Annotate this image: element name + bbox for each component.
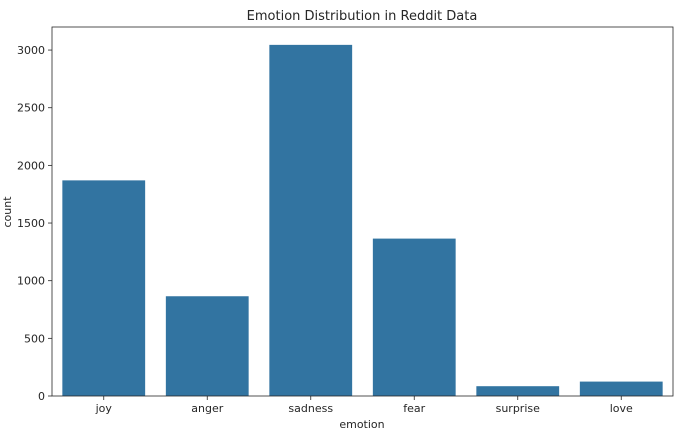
x-tick-label: love bbox=[610, 402, 633, 415]
y-axis-label: count bbox=[1, 196, 14, 228]
bar-love bbox=[579, 381, 663, 396]
bars-layer bbox=[62, 44, 663, 397]
y-tick-label: 3000 bbox=[17, 44, 45, 57]
y-tick-label: 2000 bbox=[17, 159, 45, 172]
x-axis-label: emotion bbox=[339, 418, 384, 431]
y-tick-label: 0 bbox=[38, 390, 45, 403]
y-tick-label: 2500 bbox=[17, 102, 45, 115]
bar-anger bbox=[165, 296, 249, 396]
x-tick-label: surprise bbox=[496, 402, 541, 415]
bar-fear bbox=[372, 238, 456, 396]
chart-title: Emotion Distribution in Reddit Data bbox=[247, 9, 478, 24]
x-tick-label: sadness bbox=[288, 402, 333, 415]
bar-joy bbox=[62, 180, 146, 396]
x-tick-label: joy bbox=[95, 402, 113, 415]
plot-frame bbox=[51, 26, 674, 397]
bar-surprise bbox=[476, 386, 560, 396]
x-tick-label: fear bbox=[403, 402, 425, 415]
y-tick-label: 1500 bbox=[17, 217, 45, 230]
x-tick-label: anger bbox=[191, 402, 223, 415]
y-tick-label: 1000 bbox=[17, 275, 45, 288]
bar-sadness bbox=[269, 44, 353, 397]
y-tick-label: 500 bbox=[24, 332, 45, 345]
axes-layer: joy anger sadness fear surprise love 0 500 1000 1… bbox=[17, 26, 674, 415]
